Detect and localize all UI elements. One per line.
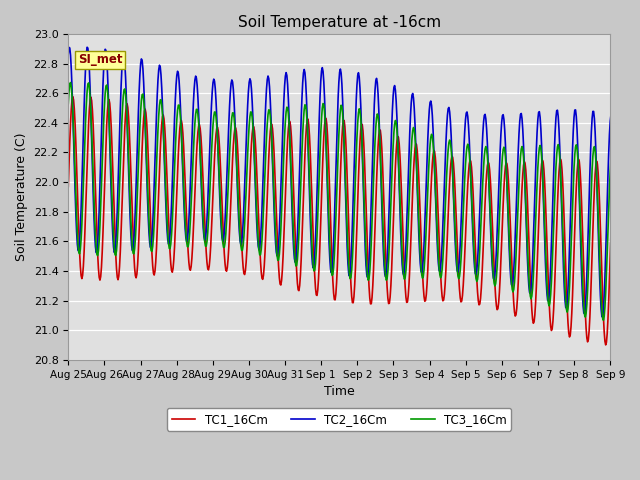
Legend: TC1_16Cm, TC2_16Cm, TC3_16Cm: TC1_16Cm, TC2_16Cm, TC3_16Cm bbox=[167, 408, 511, 431]
TC1_16Cm bbox=[65, 184, 72, 190]
TC2_16Cm bbox=[133, 158, 141, 164]
TC3_16Cm bbox=[239, 242, 247, 248]
TC1_16Cm bbox=[239, 264, 247, 270]
TC2_16Cm bbox=[239, 220, 247, 226]
TC2_16Cm bbox=[451, 214, 458, 220]
TC2_16Cm bbox=[616, 315, 624, 321]
TC1_16Cm bbox=[451, 171, 458, 177]
Text: SI_met: SI_met bbox=[78, 53, 122, 67]
Line: TC3_16Cm: TC3_16Cm bbox=[68, 83, 640, 322]
TC2_16Cm bbox=[418, 270, 426, 276]
TC1_16Cm bbox=[69, 94, 77, 99]
TC3_16Cm bbox=[451, 205, 458, 211]
TC1_16Cm bbox=[620, 343, 628, 349]
TC3_16Cm bbox=[65, 101, 72, 107]
TC2_16Cm bbox=[83, 44, 91, 50]
Y-axis label: Soil Temperature (C): Soil Temperature (C) bbox=[15, 132, 28, 261]
TC1_16Cm bbox=[418, 253, 426, 259]
Title: Soil Temperature at -16cm: Soil Temperature at -16cm bbox=[237, 15, 441, 30]
TC3_16Cm bbox=[618, 319, 625, 324]
TC2_16Cm bbox=[268, 137, 276, 143]
TC3_16Cm bbox=[67, 80, 74, 85]
Line: TC1_16Cm: TC1_16Cm bbox=[68, 96, 640, 346]
TC3_16Cm bbox=[290, 234, 298, 240]
TC2_16Cm bbox=[290, 246, 298, 252]
TC1_16Cm bbox=[133, 271, 141, 277]
TC3_16Cm bbox=[133, 204, 141, 209]
TC3_16Cm bbox=[418, 272, 426, 278]
TC1_16Cm bbox=[268, 121, 276, 127]
TC3_16Cm bbox=[268, 137, 276, 143]
Line: TC2_16Cm: TC2_16Cm bbox=[68, 47, 640, 318]
TC1_16Cm bbox=[290, 189, 298, 194]
X-axis label: Time: Time bbox=[324, 385, 355, 398]
TC2_16Cm bbox=[65, 51, 72, 57]
